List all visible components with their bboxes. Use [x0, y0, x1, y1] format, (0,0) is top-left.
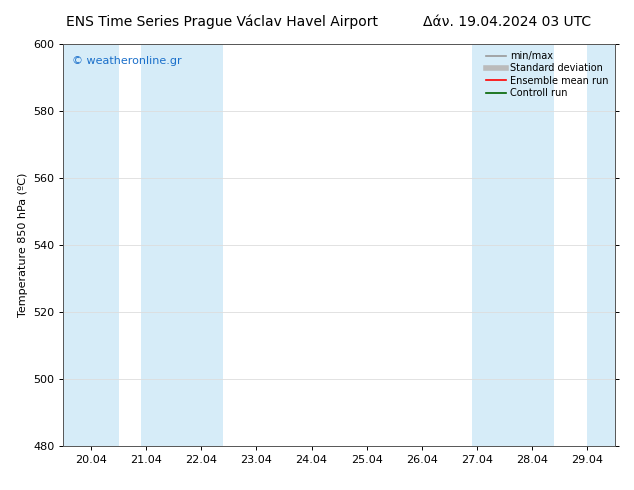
Legend: min/max, Standard deviation, Ensemble mean run, Controll run: min/max, Standard deviation, Ensemble me… — [482, 47, 612, 102]
Bar — [588, 44, 615, 446]
Text: Δάν. 19.04.2024 03 UTC: Δάν. 19.04.2024 03 UTC — [423, 15, 592, 29]
Bar — [63, 44, 119, 446]
Text: ENS Time Series Prague Václav Havel Airport: ENS Time Series Prague Václav Havel Airp… — [66, 15, 378, 29]
Bar — [472, 44, 554, 446]
Text: © weatheronline.gr: © weatheronline.gr — [72, 56, 181, 66]
Y-axis label: Temperature 850 hPa (ºC): Temperature 850 hPa (ºC) — [18, 173, 27, 317]
Bar — [141, 44, 223, 446]
